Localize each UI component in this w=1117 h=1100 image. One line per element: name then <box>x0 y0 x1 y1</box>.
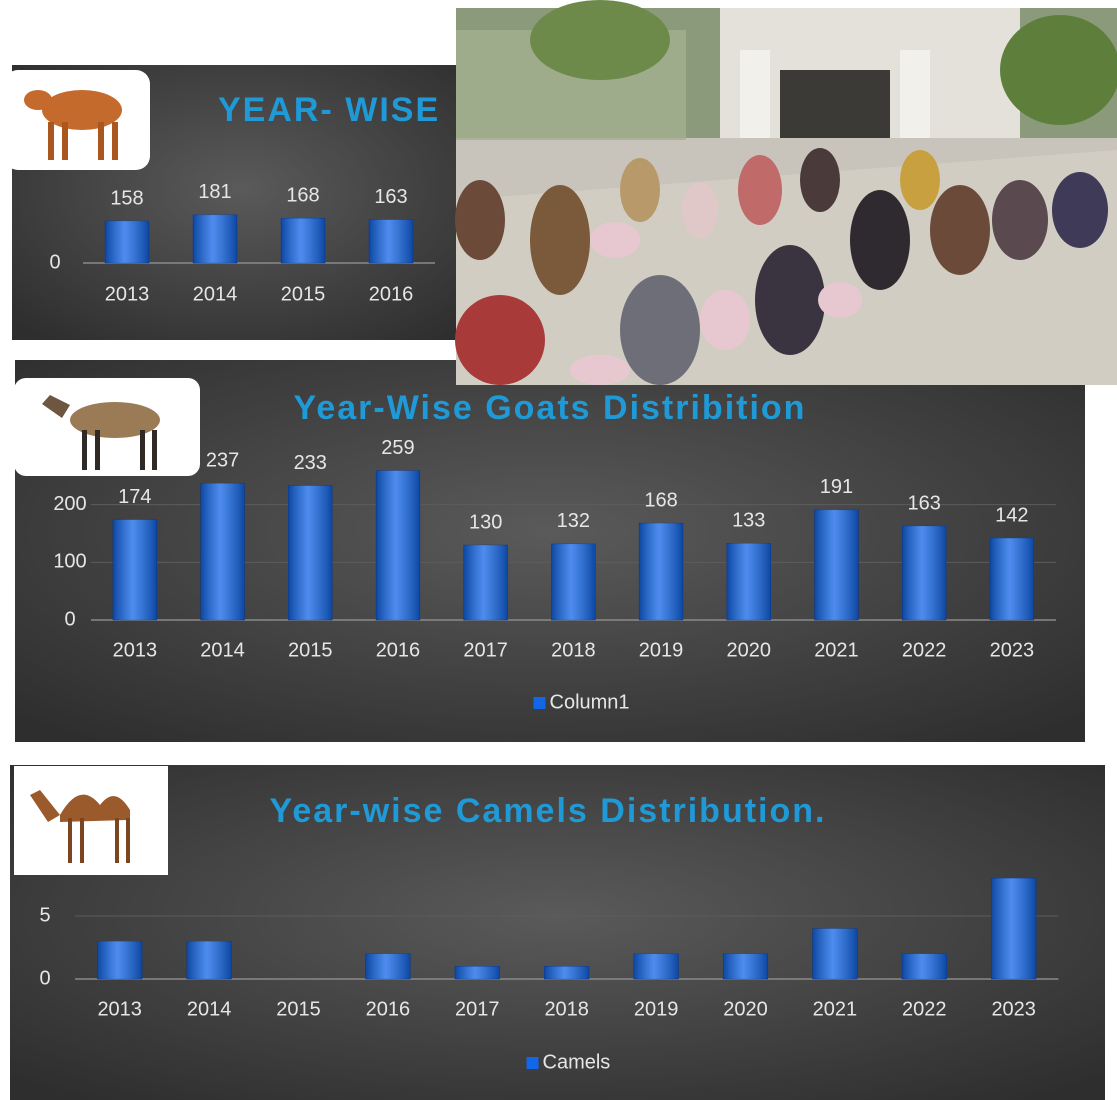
camel-chart: Year-wise Camels Distribution. 0 5 2013 201… <box>10 765 1105 1100</box>
x-tick-label: 2023 <box>991 998 1036 1020</box>
data-label: 132 <box>557 510 590 532</box>
y-tick-label: 0 <box>39 967 50 989</box>
data-label: 181 <box>198 181 231 203</box>
x-tick-label: 2015 <box>276 998 321 1020</box>
x-tick-label: 2023 <box>990 639 1035 661</box>
x-tick-label: 2013 <box>97 998 142 1020</box>
data-label: 233 <box>294 452 327 474</box>
x-tick-label: 2021 <box>814 639 859 661</box>
chart-title: YEAR- WISE <box>218 91 440 129</box>
x-tick-label: 2020 <box>727 639 772 661</box>
x-tick-label: 2022 <box>902 998 947 1020</box>
y-tick-label: 100 <box>53 551 86 573</box>
x-tick-label: 2013 <box>105 283 150 305</box>
data-label: 130 <box>469 511 502 533</box>
chart-background <box>10 765 1105 1100</box>
legend-marker <box>526 1057 539 1069</box>
goat-chart: Year-Wise Goats Distribition 0 100 200 2013… <box>15 360 1085 742</box>
data-label: 163 <box>907 492 940 514</box>
x-tick-label: 2016 <box>369 283 414 305</box>
x-tick-label: 2014 <box>187 998 232 1020</box>
data-label: 168 <box>286 185 319 207</box>
photo <box>455 0 1117 385</box>
legend-label: Camels <box>543 1051 611 1073</box>
y-tick-label: 200 <box>53 493 86 515</box>
x-tick-label: 2016 <box>376 639 421 661</box>
x-tick-label: 2019 <box>634 998 679 1020</box>
legend-marker <box>533 697 546 709</box>
data-label: 168 <box>644 489 677 511</box>
legend-label: Column1 <box>550 691 630 713</box>
x-tick-label: 2019 <box>639 639 684 661</box>
x-tick-label: 2016 <box>366 998 411 1020</box>
x-tick-label: 2022 <box>902 639 947 661</box>
goat-icon <box>14 378 200 476</box>
x-tick-label: 2014 <box>193 283 238 305</box>
data-label: 174 <box>118 486 151 508</box>
x-tick-label: 2018 <box>551 639 596 661</box>
data-label: 259 <box>381 437 414 459</box>
x-tick-label: 2013 <box>113 639 158 661</box>
chart-title: Year-Wise Goats Distribition <box>294 389 807 427</box>
data-label: 163 <box>374 186 407 208</box>
y-tick-label: 0 <box>64 608 75 630</box>
y-tick-label: 0 <box>49 251 60 273</box>
chart-title: Year-wise Camels Distribution. <box>270 792 827 830</box>
x-tick-label: 2014 <box>200 639 245 661</box>
data-label: 237 <box>206 450 239 472</box>
x-tick-label: 2015 <box>288 639 333 661</box>
x-tick-label: 2015 <box>281 283 326 305</box>
x-tick-label: 2021 <box>813 998 858 1020</box>
data-label: 133 <box>732 510 765 532</box>
data-label: 142 <box>995 504 1028 526</box>
x-tick-label: 2017 <box>463 639 508 661</box>
data-label: 158 <box>110 187 143 209</box>
x-tick-label: 2018 <box>544 998 589 1020</box>
x-tick-label: 2017 <box>455 998 500 1020</box>
cow-chart: YEAR- WISE 0 2013 2014 2015 2016 158 181 168 163 <box>12 65 472 340</box>
camel-icon <box>14 766 168 875</box>
cow-icon <box>4 70 150 170</box>
x-tick-label: 2020 <box>723 998 768 1020</box>
y-tick-label: 5 <box>39 904 50 926</box>
data-label: 191 <box>820 476 853 498</box>
